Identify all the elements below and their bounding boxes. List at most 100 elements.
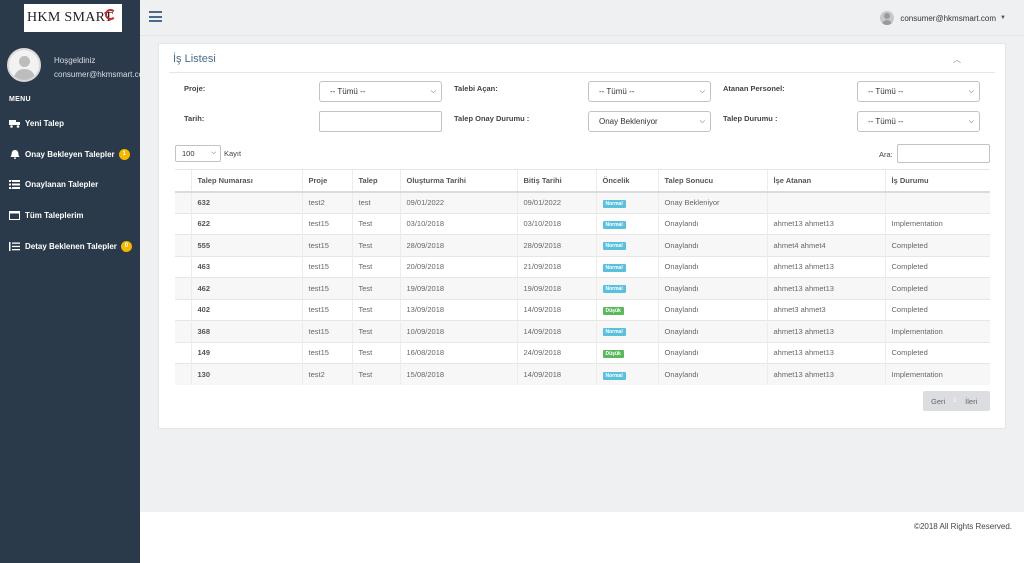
user-menu[interactable]: consumer@hkmsmart.com ▼ <box>880 11 1006 25</box>
talep-durumu-label: Talep Durumu : <box>723 114 778 123</box>
column-header[interactable]: Talep <box>351 169 400 193</box>
cell-no: 632 <box>190 191 302 213</box>
column-header[interactable]: Talep Numarası <box>190 169 302 193</box>
cell-olusturma: 19/09/2018 <box>399 277 517 299</box>
tarih-input[interactable] <box>319 111 442 132</box>
sidebar-item-onay-bekleyen[interactable]: Onay Bekleyen Talepler 1 <box>9 146 140 162</box>
row-select-cell[interactable] <box>175 212 191 235</box>
hamburger-menu-icon[interactable] <box>149 11 162 22</box>
table-row[interactable]: 149 test15 Test 16/08/2018 24/09/2018 Düşük On… <box>175 341 990 364</box>
logo[interactable]: HKM SMART <box>24 4 122 32</box>
cell-no: 402 <box>190 298 302 321</box>
column-header[interactable]: Öncelik <box>595 169 658 193</box>
priority-badge: Düşük <box>602 349 624 358</box>
table-row[interactable]: 462 test15 Test 19/09/2018 19/09/2018 Normal O… <box>175 277 990 299</box>
sidebar-user-email: consumer@hkmsmart.com <box>54 70 140 79</box>
cell-no: 462 <box>190 277 302 299</box>
column-header[interactable]: İş Durumu <box>884 169 990 193</box>
table-row[interactable]: 368 test15 Test 10/09/2018 14/09/2018 Normal O… <box>175 320 990 342</box>
pager-prev-button[interactable]: Geri <box>931 396 946 406</box>
table-row[interactable]: 130 test2 Test 15/08/2018 14/09/2018 Normal On… <box>175 363 990 385</box>
cell-durum: Completed <box>884 298 990 321</box>
chevron-down-icon: ⌵ <box>211 150 216 156</box>
row-select-cell[interactable] <box>175 255 191 278</box>
priority-badge: Normal <box>602 328 626 337</box>
cell-olusturma: 20/09/2018 <box>399 255 517 278</box>
priority-badge: Normal <box>602 199 626 208</box>
column-header[interactable]: Proje <box>301 169 352 193</box>
table-row[interactable]: 402 test15 Test 13/09/2018 14/09/2018 Düşük On… <box>175 298 990 321</box>
cell-atanan <box>766 191 885 213</box>
row-select-cell[interactable] <box>175 298 191 321</box>
row-select-cell[interactable] <box>175 341 191 364</box>
pager-next-button[interactable]: İleri <box>965 396 978 406</box>
bell-icon <box>10 149 20 159</box>
talebi-acan-select[interactable]: -- Tümü -- ⌵ <box>588 81 711 102</box>
onay-durumu-select[interactable]: Onay Bekleniyor ⌵ <box>588 111 711 132</box>
sidebar-item-yeni-talep[interactable]: Yeni Talep <box>9 115 140 131</box>
cell-olusturma: 13/09/2018 <box>399 298 517 321</box>
tarih-label: Tarih: <box>184 114 205 123</box>
cell-proje: test15 <box>301 234 352 256</box>
pager-current-page[interactable]: 1 <box>953 398 957 404</box>
atanan-personel-label: Atanan Personel: <box>723 84 785 93</box>
cell-proje: test15 <box>301 341 352 364</box>
cell-atanan: ahmet13 ahmet13 <box>766 341 885 364</box>
column-header[interactable]: Oluşturma Tarihi <box>399 169 517 193</box>
atanan-personel-select-value: -- Tümü -- <box>868 87 904 96</box>
priority-cell: Düşük <box>595 298 658 321</box>
cell-olusturma: 28/09/2018 <box>399 234 517 256</box>
page-length-select[interactable]: 100 ⌵ <box>175 145 221 162</box>
table-row[interactable]: 555 test15 Test 28/09/2018 28/09/2018 Normal O… <box>175 234 990 256</box>
select-column-header <box>175 169 191 193</box>
collapse-icon[interactable]: ︿ <box>953 55 961 64</box>
cell-durum: Implementation <box>884 363 990 385</box>
cell-olusturma: 15/08/2018 <box>399 363 517 385</box>
cell-no: 463 <box>190 255 302 278</box>
table-row[interactable]: 622 test15 Test 03/10/2018 03/10/2018 Normal O… <box>175 212 990 235</box>
topbar: consumer@hkmsmart.com ▼ <box>140 0 1024 36</box>
cell-sonuc: Onaylandı <box>657 277 767 299</box>
cell-atanan: ahmet13 ahmet13 <box>766 212 885 235</box>
window-icon <box>9 210 20 220</box>
logo-text: HKM SMART <box>27 10 114 25</box>
list-lines-icon <box>9 241 20 251</box>
logo-bar: HKM SMART <box>0 0 140 36</box>
cell-olusturma: 16/08/2018 <box>399 341 517 364</box>
proje-select[interactable]: -- Tümü -- ⌵ <box>319 81 442 102</box>
search-label: Ara: <box>879 150 893 159</box>
chevron-down-icon: ⌵ <box>968 118 974 125</box>
cell-durum: Completed <box>884 234 990 256</box>
priority-cell: Normal <box>595 255 658 278</box>
row-select-cell[interactable] <box>175 320 191 342</box>
sidebar-item-label: Yeni Talep <box>25 118 64 128</box>
cell-durum: Completed <box>884 277 990 299</box>
avatar <box>7 48 41 82</box>
cell-olusturma: 10/09/2018 <box>399 320 517 342</box>
talep-durumu-select[interactable]: -- Tümü -- ⌵ <box>857 111 980 132</box>
cell-talep: Test <box>351 341 400 364</box>
priority-badge: Düşük <box>602 306 624 315</box>
search-input[interactable] <box>897 144 990 163</box>
row-select-cell[interactable] <box>175 234 191 256</box>
sidebar-item-onaylanan[interactable]: Onaylanan Talepler <box>9 176 140 192</box>
cell-proje: test2 <box>301 363 352 385</box>
column-header[interactable]: Bitiş Tarihi <box>516 169 596 193</box>
proje-label: Proje: <box>184 84 206 93</box>
cell-durum: Completed <box>884 341 990 364</box>
truck-icon <box>9 119 20 128</box>
column-header[interactable]: İşe Atanan <box>766 169 885 193</box>
cell-proje: test15 <box>301 212 352 235</box>
table-row[interactable]: 632 test2 test 09/01/2022 09/01/2022 Normal On… <box>175 191 990 213</box>
column-header[interactable]: Talep Sonucu <box>657 169 767 193</box>
priority-cell: Düşük <box>595 341 658 364</box>
atanan-personel-select[interactable]: -- Tümü -- ⌵ <box>857 81 980 102</box>
page-length-label: Kayıt <box>224 149 242 158</box>
row-select-cell[interactable] <box>175 277 191 299</box>
row-select-cell[interactable] <box>175 363 191 385</box>
cell-sonuc: Onaylandı <box>657 341 767 364</box>
row-select-cell[interactable] <box>175 191 191 213</box>
sidebar-item-detay-beklenen[interactable]: Detay Beklenen Talepler 0 <box>9 238 140 254</box>
sidebar-item-tum-taleplerim[interactable]: Tüm Taleplerim <box>9 207 140 223</box>
table-row[interactable]: 463 test15 Test 20/09/2018 21/09/2018 Normal O… <box>175 255 990 278</box>
